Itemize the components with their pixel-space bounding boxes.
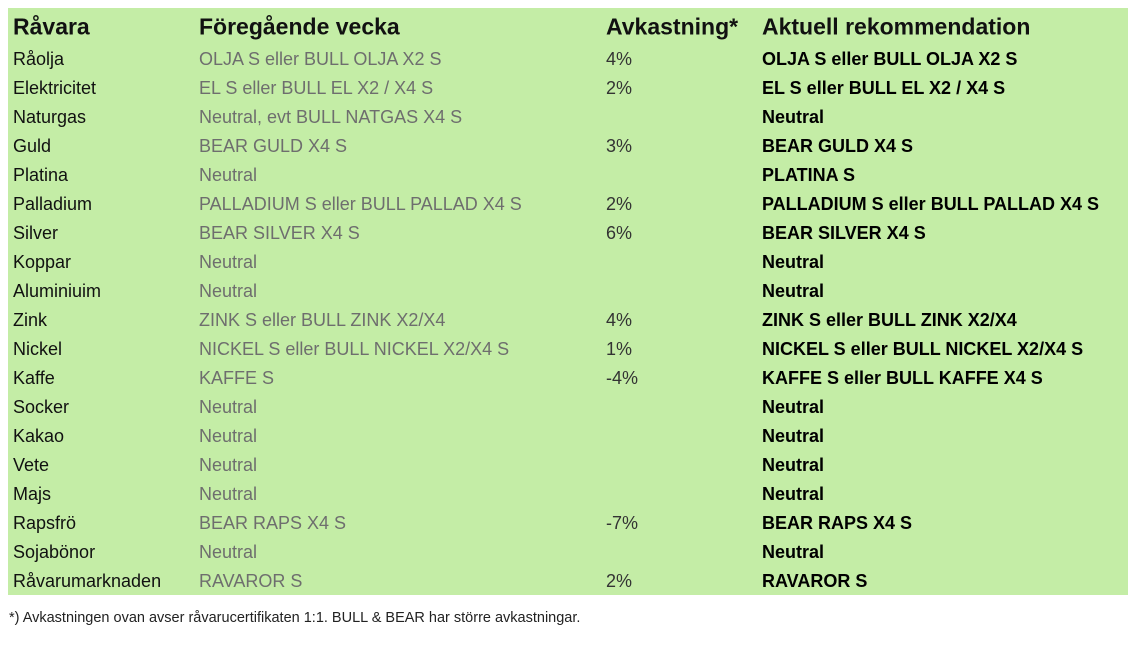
recommendation: BEAR RAPS X4 S <box>762 512 913 533</box>
recommendation: ZINK S eller BULL ZINK X2/X4 <box>762 309 1017 330</box>
previous-week: Neutral <box>199 483 258 504</box>
recommendation: BEAR SILVER X4 S <box>762 222 926 243</box>
commodity: Zink <box>13 309 48 330</box>
previous-week: OLJA S eller BULL OLJA X2 S <box>199 48 442 69</box>
recommendation: NICKEL S eller BULL NICKEL X2/X4 S <box>762 338 1084 359</box>
previous-week: Neutral <box>199 454 258 475</box>
previous-week: BEAR SILVER X4 S <box>199 222 360 243</box>
commodity: Silver <box>13 222 59 243</box>
previous-week: Neutral <box>199 425 258 446</box>
previous-week: KAFFE S <box>199 367 275 388</box>
previous-week: Neutral, evt BULL NATGAS X4 S <box>199 106 463 127</box>
commodity: Vete <box>13 454 50 475</box>
recommendation: Neutral <box>762 396 825 417</box>
commodity: Kaffe <box>13 367 55 388</box>
commodity: Majs <box>13 483 52 504</box>
return: -7% <box>606 512 639 533</box>
table: Råvara Föregående vecka Avkastning* Aktuell… <box>8 8 1128 595</box>
recommendation: Neutral <box>762 454 825 475</box>
previous-week: Neutral <box>199 164 258 185</box>
recommendation: Neutral <box>762 425 825 446</box>
recommendation: KAFFE S eller BULL KAFFE X4 S <box>762 367 1043 388</box>
return: 2% <box>606 77 633 98</box>
commodity: Råvarumarknaden <box>13 570 162 591</box>
recommendation: PLATINA S <box>762 164 855 185</box>
previous-week: BEAR RAPS X4 S <box>199 512 347 533</box>
previous-week: Neutral <box>199 396 258 417</box>
commodity: Socker <box>13 396 70 417</box>
previous-week: PALLADIUM S eller BULL PALLAD X4 S <box>199 193 522 214</box>
return: 4% <box>606 48 633 69</box>
column-header: Råvara <box>13 13 90 40</box>
commodity: Sojabönor <box>13 541 96 562</box>
previous-week: ZINK S eller BULL ZINK X2/X4 <box>199 309 446 330</box>
recommendation: Neutral <box>762 483 825 504</box>
previous-week: NICKEL S eller BULL NICKEL X2/X4 S <box>199 338 510 359</box>
recommendation: OLJA S eller BULL OLJA X2 S <box>762 48 1018 69</box>
recommendation: Neutral <box>762 251 825 272</box>
recommendation: Neutral <box>762 541 825 562</box>
commodity: Nickel <box>13 338 63 359</box>
return: 3% <box>606 135 633 156</box>
return: 2% <box>606 570 633 591</box>
return: 2% <box>606 193 633 214</box>
footnote: *) Avkastningen ovan avser råvarucertifi… <box>9 610 581 626</box>
commodity: Aluminiuim <box>13 280 102 301</box>
commodity: Råolja <box>13 48 65 69</box>
commodity: Naturgas <box>13 106 87 127</box>
column-header: Föregående vecka <box>199 13 400 40</box>
commodity: Koppar <box>13 251 72 272</box>
recommendation: EL S eller BULL EL X2 / X4 S <box>762 77 1006 98</box>
commodity: Rapsfrö <box>13 512 77 533</box>
commodity: Elektricitet <box>13 77 97 98</box>
column-header: Aktuell rekommendation <box>762 13 1031 40</box>
previous-week: RAVAROR S <box>199 570 303 591</box>
commodity: Kakao <box>13 425 65 446</box>
previous-week: Neutral <box>199 541 258 562</box>
recommendation: PALLADIUM S eller BULL PALLAD X4 S <box>762 193 1100 214</box>
column-header: Avkastning* <box>606 13 739 40</box>
recommendation: BEAR GULD X4 S <box>762 135 914 156</box>
recommendation: Neutral <box>762 280 825 301</box>
commodity: Palladium <box>13 193 93 214</box>
return: 1% <box>606 338 633 359</box>
commodity: Guld <box>13 135 52 156</box>
previous-week: EL S eller BULL EL X2 / X4 S <box>199 77 434 98</box>
previous-week: Neutral <box>199 251 258 272</box>
previous-week: Neutral <box>199 280 258 301</box>
return: 6% <box>606 222 633 243</box>
commodity: Platina <box>13 164 69 185</box>
return: -4% <box>606 367 639 388</box>
recommendation: RAVAROR S <box>762 570 868 591</box>
recommendation: Neutral <box>762 106 825 127</box>
previous-week: BEAR GULD X4 S <box>199 135 348 156</box>
return: 4% <box>606 309 633 330</box>
